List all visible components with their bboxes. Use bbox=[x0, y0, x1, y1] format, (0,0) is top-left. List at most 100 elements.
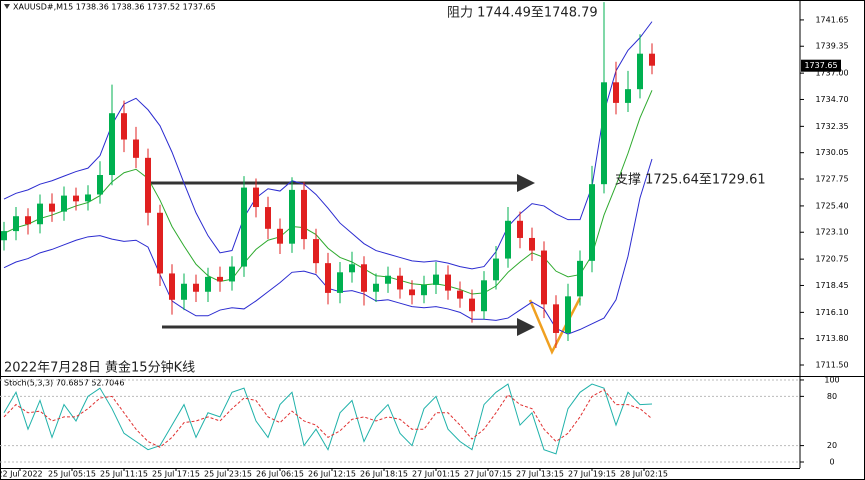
candle-body bbox=[61, 195, 67, 212]
y-tick-label: 1730.05 bbox=[815, 148, 848, 157]
x-tick-label: 27 Jul 07:15 bbox=[464, 470, 512, 479]
candle-body bbox=[157, 212, 163, 274]
stoch-line bbox=[3, 389, 653, 448]
candle-body bbox=[145, 157, 151, 213]
candle-body bbox=[241, 187, 247, 267]
candle-body bbox=[493, 258, 499, 281]
y-tick-label: 1737.00 bbox=[815, 69, 848, 78]
y-tick-label: 80 bbox=[827, 392, 837, 401]
x-tick-label: 25 Jul 05:15 bbox=[48, 470, 96, 479]
annotation: 阻力 1744.49至1748.79 bbox=[447, 6, 598, 21]
x-tick-label: 27 Jul 01:15 bbox=[412, 470, 460, 479]
candle-body bbox=[589, 184, 595, 261]
candle-body bbox=[289, 189, 295, 244]
y-tick-label: 1718.45 bbox=[815, 281, 848, 290]
candle-body bbox=[541, 250, 547, 305]
candle-body bbox=[325, 263, 331, 293]
x-tick-label: 25 Jul 11:15 bbox=[100, 470, 148, 479]
candle-body bbox=[385, 275, 391, 284]
candle-body bbox=[505, 220, 511, 259]
candle-body bbox=[649, 53, 655, 66]
x-tick-label: 22 Jul 2022 bbox=[0, 470, 43, 479]
candle-body bbox=[433, 274, 439, 285]
candle-body bbox=[121, 113, 127, 140]
annotation: 支撑 1725.64至1729.61 bbox=[615, 173, 766, 188]
y-tick-label: 1732.35 bbox=[815, 122, 848, 131]
candle-body bbox=[361, 264, 367, 292]
candle-body bbox=[181, 283, 187, 300]
y-tick-label: 1716.10 bbox=[815, 308, 848, 317]
y-tick-label: 1739.35 bbox=[815, 42, 848, 51]
candle-body bbox=[169, 273, 175, 300]
x-tick-label: 26 Jul 12:15 bbox=[308, 470, 356, 479]
candle-body bbox=[37, 203, 43, 225]
candle-body bbox=[193, 283, 199, 292]
candle-body bbox=[553, 304, 559, 333]
last-price-label: 1737.65 bbox=[804, 61, 837, 70]
x-tick-label: 28 Jul 02:15 bbox=[620, 470, 668, 479]
candle-body bbox=[409, 289, 415, 296]
x-tick-label: 27 Jul 19:15 bbox=[568, 470, 616, 479]
candle-body bbox=[49, 203, 55, 212]
candle-body bbox=[445, 274, 451, 291]
candle-body bbox=[457, 290, 463, 299]
x-tick-label: 26 Jul 06:15 bbox=[256, 470, 304, 479]
candle-body bbox=[253, 187, 259, 208]
candle-body bbox=[637, 53, 643, 90]
candle-body bbox=[217, 276, 223, 282]
y-tick-label: 20 bbox=[827, 441, 837, 450]
candle-body bbox=[517, 220, 523, 238]
y-tick-label: 1741.65 bbox=[815, 15, 848, 24]
candle-body bbox=[205, 276, 211, 292]
candle-body bbox=[577, 260, 583, 297]
stoch-line bbox=[3, 383, 653, 455]
symbol-icon bbox=[4, 4, 10, 9]
candle-body bbox=[313, 239, 319, 264]
chart-header: XAUUSD#,M15 1738.36 1738.36 1737.52 1737… bbox=[13, 3, 216, 12]
y-tick-label: 1725.40 bbox=[815, 201, 848, 210]
x-tick-label: 27 Jul 13:15 bbox=[516, 470, 564, 479]
candle-body bbox=[85, 194, 91, 202]
y-tick-label: 1713.80 bbox=[815, 334, 848, 343]
y-tick-label: 1727.75 bbox=[815, 175, 848, 184]
candle-body bbox=[613, 82, 619, 103]
plot-layer: 1741.65 1739.35 1737.00 1734.70 1732.35 1730.… bbox=[0, 2, 849, 479]
stoch-header: Stoch(5,3,3) 70.6857 52.7046 bbox=[4, 379, 124, 388]
y-tick-label: 1711.50 bbox=[815, 361, 848, 370]
y-tick-label: 100 bbox=[824, 375, 839, 384]
candle-body bbox=[133, 139, 139, 158]
annotation: 2022年7月28日 黄金15分钟K线 bbox=[4, 360, 195, 376]
candle-body bbox=[97, 175, 103, 195]
candle-body bbox=[349, 264, 355, 273]
y-tick-label: 0 bbox=[829, 458, 834, 467]
candle-body bbox=[277, 228, 283, 244]
candle-body bbox=[625, 89, 631, 103]
candle-body bbox=[337, 272, 343, 293]
candle-body bbox=[109, 113, 115, 176]
candle-body bbox=[265, 207, 271, 229]
candle-body bbox=[13, 216, 19, 232]
candle-body bbox=[373, 283, 379, 292]
candle-body bbox=[421, 284, 427, 296]
candle-body bbox=[229, 266, 235, 282]
candle-body bbox=[25, 216, 31, 225]
candle-body bbox=[1, 231, 7, 241]
candle-body bbox=[529, 237, 535, 251]
y-tick-label: 1723.10 bbox=[815, 228, 848, 237]
x-tick-label: 26 Jul 18:15 bbox=[360, 470, 408, 479]
candle-body bbox=[469, 298, 475, 312]
candle-body bbox=[301, 189, 307, 240]
x-tick-label: 25 Jul 17:15 bbox=[152, 470, 200, 479]
candle-body bbox=[565, 296, 571, 333]
x-tick-label: 25 Jul 23:15 bbox=[204, 470, 252, 479]
y-tick-label: 1734.70 bbox=[815, 95, 848, 104]
y-tick-label: 1720.75 bbox=[815, 255, 848, 264]
last-price-box bbox=[801, 59, 841, 72]
candle-body bbox=[73, 195, 79, 202]
candle-body bbox=[481, 280, 487, 312]
candle-body bbox=[601, 82, 607, 185]
candle-body bbox=[397, 275, 403, 290]
